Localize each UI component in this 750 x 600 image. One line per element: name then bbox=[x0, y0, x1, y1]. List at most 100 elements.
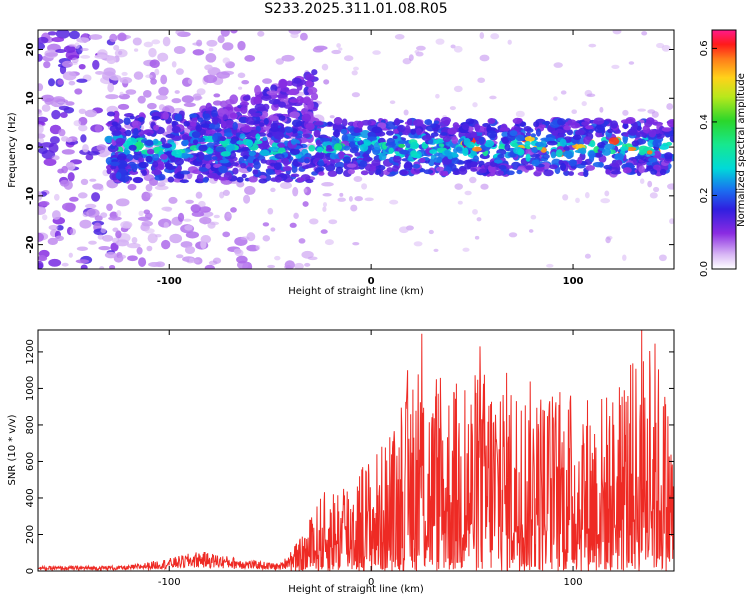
spectrogram-cell bbox=[284, 126, 293, 133]
spectrogram-cell bbox=[57, 79, 64, 86]
spectrogram-cell bbox=[184, 246, 196, 254]
spectrogram-cell bbox=[78, 63, 86, 70]
spectrogram-cell bbox=[421, 135, 432, 141]
spectrogram-cell bbox=[48, 224, 59, 231]
spectrogram-cell bbox=[342, 156, 352, 164]
spectrogram-cell bbox=[608, 137, 620, 145]
spectrogram-cell bbox=[116, 210, 122, 217]
spectrogram-cell bbox=[207, 172, 218, 179]
colorbar-tick-label: 0.0 bbox=[699, 261, 710, 277]
spectrogram-cell bbox=[248, 176, 258, 183]
spectrogram-cell bbox=[94, 54, 109, 59]
x-tick-label: -100 bbox=[158, 577, 181, 588]
spectrogram-cell bbox=[145, 183, 153, 192]
spectrogram-cell bbox=[38, 111, 43, 116]
spectrogram-cell bbox=[359, 144, 369, 152]
spectrogram-cell bbox=[369, 166, 377, 172]
spectrogram-cell bbox=[523, 126, 532, 132]
spectrogram-cell bbox=[407, 156, 414, 162]
spectrogram-cell bbox=[304, 262, 311, 267]
spectrogram-cell bbox=[104, 135, 114, 144]
spectrogram-cell bbox=[203, 113, 211, 122]
spectrogram-cell bbox=[317, 160, 325, 167]
spectrogram-cell bbox=[84, 203, 97, 209]
spectrogram-cell bbox=[651, 111, 659, 118]
spectrogram-cell bbox=[98, 245, 111, 251]
spectrogram-cell bbox=[282, 157, 290, 167]
spectrogram-cell bbox=[243, 155, 249, 160]
spectrogram-cell bbox=[398, 143, 406, 148]
spectrogram-cell bbox=[335, 166, 344, 175]
spectrogram-cell bbox=[187, 78, 193, 85]
spectrogram-cell bbox=[205, 148, 214, 155]
spectrogram-cell bbox=[470, 167, 478, 172]
spectrogram-cell bbox=[562, 150, 573, 158]
spectrogram-cell bbox=[216, 71, 230, 79]
spectrogram-cell bbox=[102, 234, 114, 242]
spectrogram-cell bbox=[53, 193, 60, 201]
spectrogram-cell bbox=[269, 115, 279, 122]
spectrogram-cell bbox=[204, 264, 215, 269]
x-tick-label: 100 bbox=[564, 577, 583, 588]
spectrogram-cell bbox=[622, 254, 627, 261]
spectrogram-cell bbox=[289, 147, 300, 155]
spectrogram-cell bbox=[350, 132, 361, 137]
spectrogram-cell bbox=[220, 30, 230, 37]
spectrogram-cell bbox=[79, 219, 92, 229]
spectrogram-cell bbox=[296, 177, 304, 183]
spectrogram-cell bbox=[167, 176, 175, 183]
spectrogram-cell bbox=[94, 124, 103, 133]
spectrogram-cell bbox=[38, 83, 44, 92]
spectrogram-cell bbox=[160, 74, 168, 85]
spectrogram-cell bbox=[389, 199, 399, 205]
spectrogram-cell bbox=[143, 41, 153, 48]
spectrogram-cell bbox=[47, 237, 58, 245]
spectrogram-cell bbox=[47, 31, 57, 36]
spectrogram-cell bbox=[535, 128, 542, 137]
spectrogram-cell bbox=[353, 66, 359, 71]
spectrogram-cell bbox=[218, 176, 228, 181]
spectrogram-cell bbox=[343, 55, 354, 62]
spectrogram-cell bbox=[542, 153, 550, 160]
spectrogram-cell bbox=[440, 132, 448, 136]
spectrogram-cell bbox=[192, 42, 202, 46]
spectrogram-cell bbox=[241, 125, 252, 133]
spectrogram-cell bbox=[462, 147, 469, 157]
spectrogram-cell bbox=[260, 94, 272, 101]
spectrogram-cell bbox=[524, 136, 535, 142]
spectrogram-cell bbox=[171, 149, 182, 158]
spectrogram-cell bbox=[435, 38, 445, 45]
spectrogram-cell bbox=[55, 48, 67, 54]
spectrogram-cell bbox=[615, 129, 621, 134]
spectrogram-cell bbox=[661, 127, 672, 132]
spectrogram-cell bbox=[641, 31, 648, 36]
spectrogram-cell bbox=[303, 188, 308, 193]
spectrogram-cell bbox=[478, 168, 487, 174]
spectrogram-cell bbox=[95, 70, 104, 75]
spectrogram-cell bbox=[572, 134, 582, 141]
spectrogram-cell bbox=[418, 157, 426, 163]
y-tick-label: -20 bbox=[25, 236, 36, 254]
spectrogram-cell bbox=[212, 134, 218, 142]
spectrogram-cell bbox=[137, 216, 152, 221]
spectrogram-cell bbox=[206, 39, 218, 47]
spectrogram-cell bbox=[100, 212, 108, 218]
spectrogram-cell bbox=[637, 108, 647, 112]
spectrogram-cell bbox=[609, 162, 620, 167]
spectrogram-cell bbox=[63, 45, 76, 54]
spectrogram-cell bbox=[148, 47, 157, 58]
spectrogram-cell bbox=[262, 222, 270, 227]
spectrogram-cell bbox=[480, 183, 489, 190]
spectrogram-cell bbox=[191, 211, 205, 217]
spectrogram-cell bbox=[470, 131, 478, 139]
spectrogram-cell bbox=[161, 239, 171, 250]
spectrogram-cell bbox=[302, 133, 311, 139]
spectrogram-cell bbox=[175, 68, 184, 75]
spectrogram-cell bbox=[200, 239, 207, 250]
spectrogram-cell bbox=[462, 247, 470, 252]
spectrogram-cell bbox=[241, 80, 250, 85]
spectrogram-cell bbox=[261, 110, 269, 119]
spectrogram-cell bbox=[124, 149, 131, 155]
spectrogram-cell bbox=[442, 135, 452, 143]
spectrogram-cell bbox=[56, 224, 64, 231]
